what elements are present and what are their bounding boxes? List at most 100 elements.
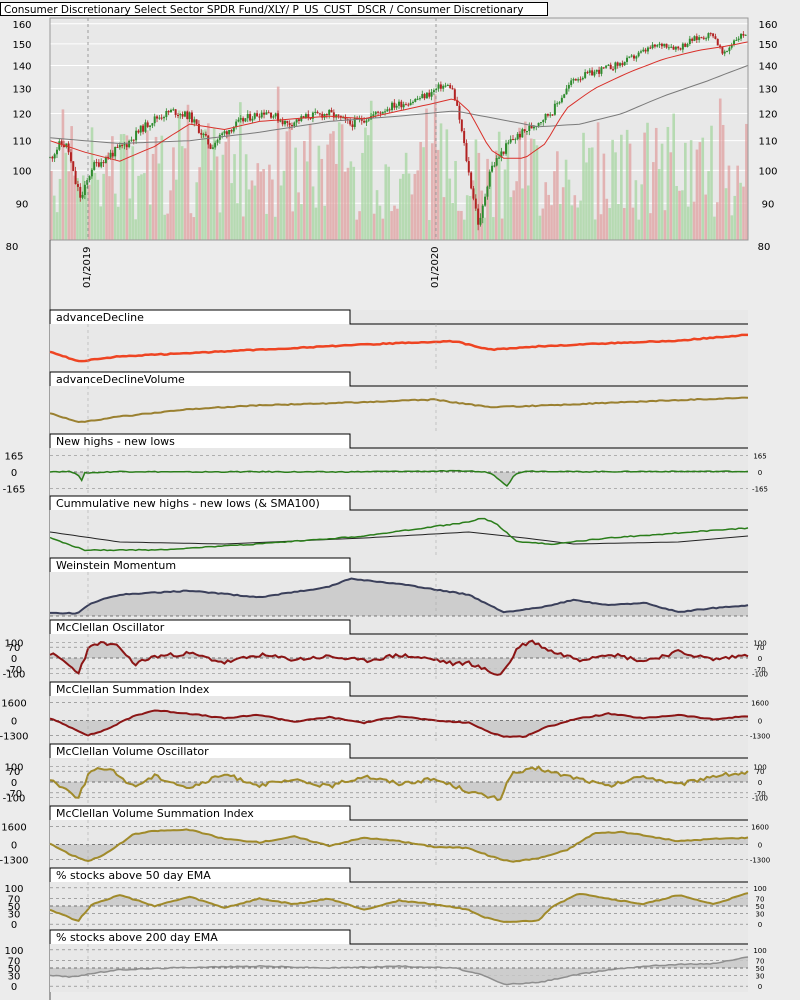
indicator-y-label-right: 30 xyxy=(756,972,765,980)
volume-bar xyxy=(521,188,524,240)
candle-body xyxy=(735,39,738,41)
volume-bar xyxy=(649,213,652,240)
volume-bar xyxy=(625,129,629,240)
candle-body xyxy=(137,130,140,133)
volume-bar xyxy=(515,181,518,240)
volume-bar xyxy=(401,173,405,240)
candle-body xyxy=(637,52,640,57)
indicator-line xyxy=(49,828,749,863)
indicator-y-label-left: 0 xyxy=(11,468,17,479)
indicator-y-label-right: 0 xyxy=(758,779,762,787)
volume-bar xyxy=(81,175,85,240)
indicator-y-label-left: 1600 xyxy=(1,698,26,709)
candle-body xyxy=(737,38,740,40)
candle-body xyxy=(342,117,345,119)
volume-bar xyxy=(157,163,161,240)
candle-body xyxy=(74,170,77,185)
candle-body xyxy=(67,143,70,153)
candle-body xyxy=(384,111,387,113)
volume-bar xyxy=(710,125,713,240)
indicator-y-label-right: 50 xyxy=(756,903,765,911)
candle-body xyxy=(158,117,161,119)
volume-bar xyxy=(622,208,626,240)
volume-bar xyxy=(381,218,385,240)
indicator-y-label-left: 1600 xyxy=(1,822,26,833)
candle-body xyxy=(477,208,480,225)
candle-body xyxy=(714,36,717,39)
volume-bar xyxy=(736,165,739,240)
volume-bar xyxy=(454,160,457,240)
volume-bar xyxy=(695,149,699,240)
volume-bar xyxy=(721,124,725,240)
volume-bar xyxy=(50,170,53,240)
volume-bar xyxy=(297,192,300,240)
candle-body xyxy=(698,37,701,40)
candle-body xyxy=(551,114,554,116)
indicator-line xyxy=(49,765,749,802)
volume-bar xyxy=(256,163,260,240)
volume-bar xyxy=(134,219,137,240)
volume-bar xyxy=(602,153,606,240)
candle-body xyxy=(377,111,380,113)
volume-bar xyxy=(588,147,591,240)
candle-body xyxy=(444,85,447,87)
candle-body xyxy=(330,109,333,113)
volume-bar xyxy=(503,169,507,240)
candle-body xyxy=(51,156,54,159)
volume-bar xyxy=(271,179,274,240)
candle-body xyxy=(484,196,487,206)
candle-body xyxy=(265,112,268,115)
candle-body xyxy=(539,122,542,124)
volume-bar xyxy=(660,143,664,240)
volume-bar xyxy=(634,180,638,240)
candle-body xyxy=(500,151,503,158)
candle-body xyxy=(435,88,438,91)
indicator-y-label-right: -1300 xyxy=(750,856,770,864)
candle-body xyxy=(495,157,498,166)
volume-bar xyxy=(346,167,350,240)
volume-bar xyxy=(332,131,335,240)
candle-body xyxy=(528,125,531,132)
candle-body xyxy=(118,145,121,148)
candle-body xyxy=(395,105,398,108)
volume-bar xyxy=(230,183,233,240)
indicator-y-label-right: 70 xyxy=(756,958,765,966)
candle-body xyxy=(188,112,191,120)
candle-body xyxy=(60,141,63,145)
indicator-title: advanceDeclineVolume xyxy=(56,373,185,386)
indicator-y-label-left: 50 xyxy=(8,964,21,975)
volume-bar xyxy=(367,135,370,240)
indicator-y-label-right: 0 xyxy=(758,718,762,726)
volume-bar xyxy=(439,123,443,240)
indicator-title: New highs - new lows xyxy=(56,435,175,448)
volume-bar xyxy=(596,122,600,240)
volume-bar xyxy=(76,178,79,240)
volume-bar xyxy=(713,216,716,240)
candle-body xyxy=(609,64,612,70)
volume-bar xyxy=(686,206,690,240)
volume-bar xyxy=(291,211,295,240)
volume-bar xyxy=(218,212,222,240)
indicator-y-label-right: -1300 xyxy=(750,732,770,740)
candle-body xyxy=(607,64,610,66)
volume-bar xyxy=(730,215,734,240)
indicator-title: % stocks above 200 day EMA xyxy=(56,931,218,944)
candle-body xyxy=(619,63,622,66)
candle-body xyxy=(530,125,533,129)
candle-body xyxy=(116,146,119,148)
volume-bar xyxy=(209,170,213,240)
volume-bar xyxy=(433,94,437,240)
candle-body xyxy=(521,129,524,138)
candle-body xyxy=(114,146,117,157)
candle-body xyxy=(567,84,570,89)
candle-body xyxy=(235,121,238,128)
price-y-label-left: 90 xyxy=(16,199,29,210)
candle-body xyxy=(723,51,726,54)
candle-body xyxy=(160,117,163,119)
volume-bar xyxy=(628,143,632,240)
volume-bar xyxy=(320,158,324,240)
candle-body xyxy=(195,119,198,124)
candle-body xyxy=(183,111,186,117)
candle-body xyxy=(479,217,482,225)
candle-body xyxy=(374,111,377,115)
